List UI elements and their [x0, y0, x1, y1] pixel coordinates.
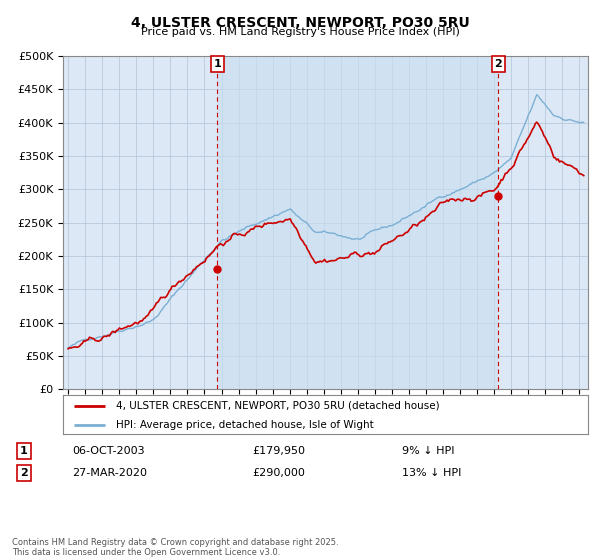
Text: 4, ULSTER CRESCENT, NEWPORT, PO30 5RU (detached house): 4, ULSTER CRESCENT, NEWPORT, PO30 5RU (d…: [115, 401, 439, 411]
Text: 4, ULSTER CRESCENT, NEWPORT, PO30 5RU: 4, ULSTER CRESCENT, NEWPORT, PO30 5RU: [131, 16, 469, 30]
Text: HPI: Average price, detached house, Isle of Wight: HPI: Average price, detached house, Isle…: [115, 421, 373, 431]
Text: 1: 1: [214, 59, 221, 69]
Text: Price paid vs. HM Land Registry's House Price Index (HPI): Price paid vs. HM Land Registry's House …: [140, 27, 460, 37]
Text: 9% ↓ HPI: 9% ↓ HPI: [402, 446, 455, 456]
Text: 06-OCT-2003: 06-OCT-2003: [72, 446, 145, 456]
Text: £290,000: £290,000: [252, 468, 305, 478]
Bar: [217, 56, 499, 389]
Text: £179,950: £179,950: [252, 446, 305, 456]
Text: 2: 2: [494, 59, 502, 69]
Text: 2: 2: [20, 468, 28, 478]
Text: 27-MAR-2020: 27-MAR-2020: [72, 468, 147, 478]
Text: 1: 1: [20, 446, 28, 456]
Text: 13% ↓ HPI: 13% ↓ HPI: [402, 468, 461, 478]
Text: Contains HM Land Registry data © Crown copyright and database right 2025.
This d: Contains HM Land Registry data © Crown c…: [12, 538, 338, 557]
